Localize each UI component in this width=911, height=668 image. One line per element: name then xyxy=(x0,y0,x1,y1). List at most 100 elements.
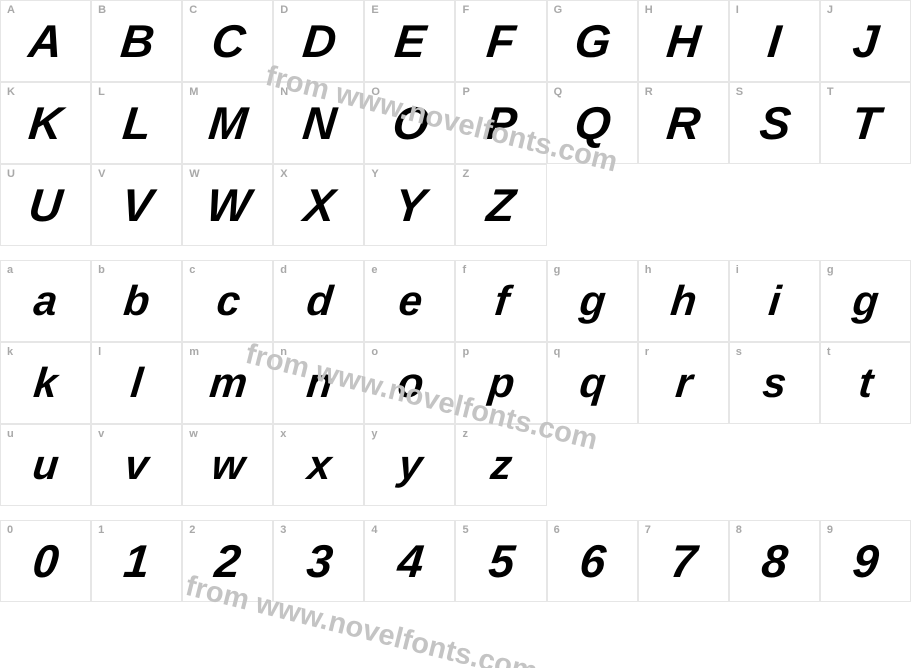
glyph-cell: ee xyxy=(364,260,455,342)
glyph-cell-empty xyxy=(820,164,911,246)
glyph-key-label: 2 xyxy=(189,524,195,536)
glyph-cell: ff xyxy=(455,260,546,342)
grid-spacer xyxy=(729,506,820,520)
glyph-cell: MM xyxy=(182,82,273,164)
glyph-cell: RR xyxy=(638,82,729,164)
glyph: O xyxy=(390,100,430,146)
glyph-key-label: F xyxy=(462,4,469,16)
glyph: F xyxy=(485,18,517,64)
grid-spacer xyxy=(273,246,364,260)
glyph-cell: CC xyxy=(182,0,273,82)
glyph: 6 xyxy=(577,538,606,584)
glyph-key-label: X xyxy=(280,168,287,180)
glyph-key-label: I xyxy=(736,4,739,16)
glyph-cell: FF xyxy=(455,0,546,82)
glyph-key-label: W xyxy=(189,168,199,180)
glyph: 2 xyxy=(213,538,242,584)
glyph-cell: yy xyxy=(364,424,455,506)
glyph-key-label: n xyxy=(280,346,287,358)
glyph-cell: hh xyxy=(638,260,729,342)
glyph: c xyxy=(214,280,241,322)
glyph: n xyxy=(304,362,333,404)
glyph-cell: 11 xyxy=(91,520,182,602)
glyph-key-label: c xyxy=(189,264,195,276)
glyph-key-label: k xyxy=(7,346,13,358)
glyph-key-label: Y xyxy=(371,168,378,180)
glyph: K xyxy=(27,100,64,146)
glyph-key-label: 7 xyxy=(645,524,651,536)
glyph: v xyxy=(123,444,150,486)
glyph-cell-empty xyxy=(820,424,911,506)
glyph-cell: OO xyxy=(364,82,455,164)
glyph: H xyxy=(665,18,702,64)
glyph-cell: 00 xyxy=(0,520,91,602)
glyph-key-label: V xyxy=(98,168,105,180)
glyph-cell: bb xyxy=(91,260,182,342)
glyph: J xyxy=(851,18,880,64)
glyph: z xyxy=(489,444,513,486)
glyph-cell: GG xyxy=(547,0,638,82)
glyph-cell: PP xyxy=(455,82,546,164)
glyph: 1 xyxy=(122,538,151,584)
glyph-key-label: r xyxy=(645,346,649,358)
glyph-key-label: G xyxy=(554,4,563,16)
glyph: L xyxy=(121,100,153,146)
glyph: A xyxy=(27,18,64,64)
glyph-key-label: z xyxy=(462,428,468,440)
glyph: 0 xyxy=(31,538,60,584)
glyph-cell: mm xyxy=(182,342,273,424)
glyph-key-label: O xyxy=(371,86,380,98)
glyph: E xyxy=(393,18,428,64)
glyph: o xyxy=(395,362,424,404)
glyph-key-label: y xyxy=(371,428,377,440)
glyph-key-label: 1 xyxy=(98,524,104,536)
glyph: p xyxy=(486,362,515,404)
glyph-key-label: e xyxy=(371,264,377,276)
glyph-cell: BB xyxy=(91,0,182,82)
glyph-key-label: w xyxy=(189,428,198,440)
glyph-cell: cc xyxy=(182,260,273,342)
glyph-cell: ss xyxy=(729,342,820,424)
glyph-cell: 99 xyxy=(820,520,911,602)
glyph: w xyxy=(210,444,246,486)
grid-spacer xyxy=(182,506,273,520)
glyph-cell: uu xyxy=(0,424,91,506)
glyph: u xyxy=(31,444,60,486)
glyph-key-label: J xyxy=(827,4,833,16)
glyph: I xyxy=(766,18,783,64)
glyph: f xyxy=(492,280,509,322)
glyph-cell: XX xyxy=(273,164,364,246)
glyph: R xyxy=(665,100,702,146)
glyph: D xyxy=(300,18,337,64)
glyph: U xyxy=(27,182,64,228)
glyph-cell: YY xyxy=(364,164,455,246)
glyph-cell: 55 xyxy=(455,520,546,602)
glyph-key-label: U xyxy=(7,168,15,180)
glyph-cell: NN xyxy=(273,82,364,164)
glyph: r xyxy=(673,362,693,404)
glyph: e xyxy=(397,280,424,322)
grid-spacer xyxy=(91,246,182,260)
glyph-key-label: H xyxy=(645,4,653,16)
glyph: i xyxy=(767,280,782,322)
glyph-cell: 33 xyxy=(273,520,364,602)
glyph: V xyxy=(119,182,154,228)
glyph-cell: ZZ xyxy=(455,164,546,246)
grid-spacer xyxy=(0,246,91,260)
glyph: 9 xyxy=(851,538,880,584)
glyph: B xyxy=(118,18,155,64)
glyph-cell: ll xyxy=(91,342,182,424)
glyph-cell: oo xyxy=(364,342,455,424)
glyph-cell-empty xyxy=(547,424,638,506)
glyph-key-label: d xyxy=(280,264,287,276)
glyph: G xyxy=(572,18,612,64)
glyph: 3 xyxy=(304,538,333,584)
grid-spacer xyxy=(182,246,273,260)
grid-spacer xyxy=(729,246,820,260)
glyph-key-label: i xyxy=(736,264,739,276)
glyph-key-label: 6 xyxy=(554,524,560,536)
glyph-key-label: f xyxy=(462,264,466,276)
glyph-cell: 66 xyxy=(547,520,638,602)
glyph-cell: nn xyxy=(273,342,364,424)
grid-spacer xyxy=(364,246,455,260)
